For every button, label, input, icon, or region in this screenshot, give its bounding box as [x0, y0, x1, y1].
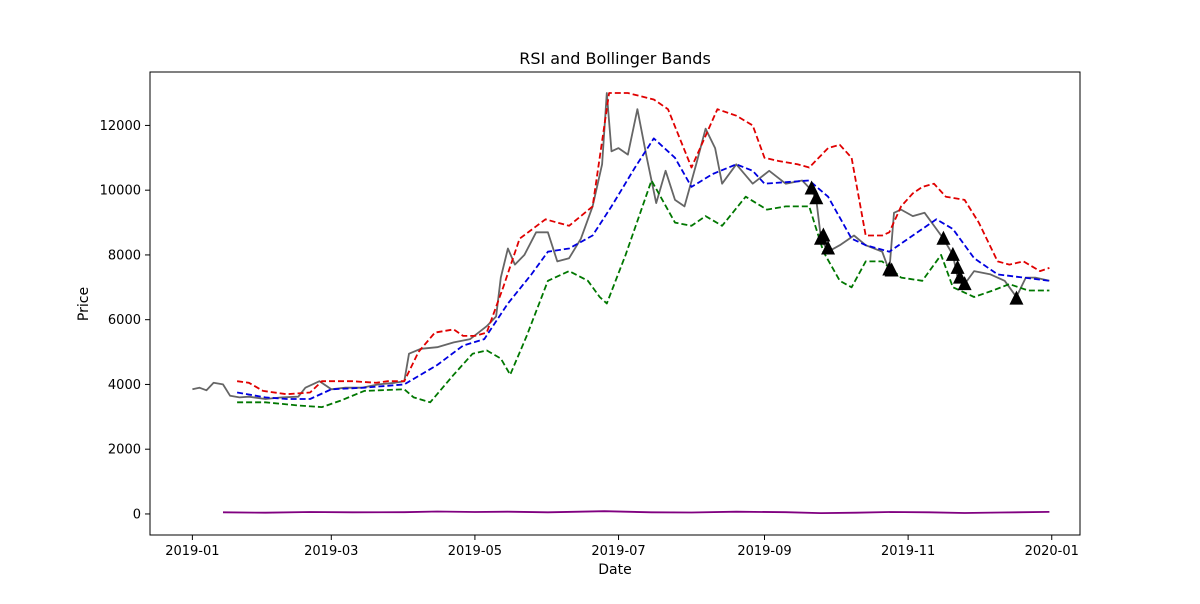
- signal-marker: [936, 230, 951, 245]
- x-tick-label: 2019-11: [881, 544, 935, 559]
- x-axis-label: Date: [598, 562, 631, 578]
- x-axis: 2019-01 2019-03 2019-05 2019-07 2019-09 2019-…: [165, 535, 1079, 559]
- signal-marker: [950, 259, 965, 274]
- signal-marker: [816, 227, 831, 242]
- y-tick-label: 2000: [108, 443, 141, 458]
- x-tick-label: 2019-03: [304, 544, 358, 559]
- y-axis-label: Price: [76, 287, 92, 321]
- chart-title: RSI and Bollinger Bands: [519, 49, 711, 68]
- series-layer: [192, 92, 1050, 514]
- y-tick-label: 4000: [108, 378, 141, 393]
- y-axis: 0 2000 4000 6000 8000 10000 12000: [100, 119, 150, 522]
- y-tick-label: 8000: [108, 248, 141, 263]
- y-tick-label: 10000: [100, 184, 141, 199]
- y-tick-label: 12000: [100, 119, 141, 134]
- x-tick-label: 2019-01: [165, 544, 219, 559]
- series-line-middle: [236, 137, 1050, 400]
- signal-marker: [804, 180, 819, 195]
- plot-frame: [149, 71, 1081, 536]
- series-line-rsi: [222, 510, 1050, 514]
- y-tick-label: 0: [133, 507, 141, 522]
- signal-marker: [884, 262, 899, 277]
- signal-marker: [821, 240, 836, 255]
- x-tick-label: 2020-01: [1025, 544, 1079, 559]
- x-tick-label: 2019-09: [737, 544, 791, 559]
- marker-layer: [804, 180, 1024, 305]
- x-tick-label: 2019-05: [448, 544, 502, 559]
- signal-marker: [809, 190, 824, 205]
- series-line-lower: [237, 179, 1050, 409]
- y-tick-label: 6000: [108, 313, 141, 328]
- series-line-upper: [236, 92, 1050, 396]
- signal-marker: [957, 276, 972, 291]
- signal-marker: [945, 246, 960, 261]
- plot-area: [150, 72, 1080, 535]
- signal-marker: [1009, 290, 1024, 305]
- x-tick-label: 2019-07: [591, 544, 645, 559]
